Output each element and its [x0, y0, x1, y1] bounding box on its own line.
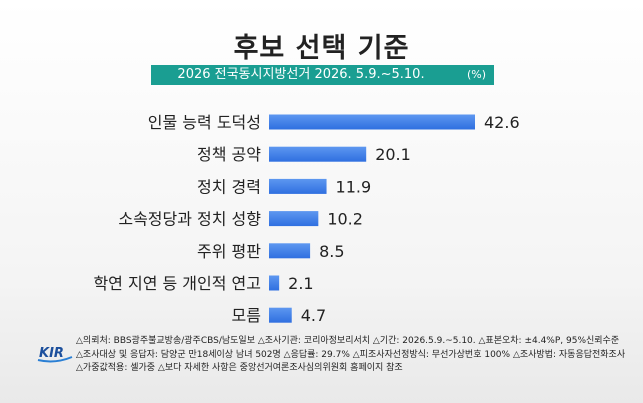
category-label: 모름 [232, 306, 261, 325]
value-label: 2.1 [288, 274, 313, 293]
survey-note-line: △의뢰처: BBS광주불교방송/광주CBS/남도일보 △조사기관: 코리아정보리… [76, 336, 620, 346]
value-label: 11.9 [336, 177, 372, 196]
bar [269, 146, 367, 162]
category-label: 학연 지연 등 개인적 연고 [93, 274, 261, 293]
survey-notes: △의뢰처: BBS광주불교방송/광주CBS/남도일보 △조사기관: 코리아정보리… [76, 335, 625, 376]
category-label: 인물 능력 도덕성 [148, 113, 261, 132]
category-label: 정책 공약 [197, 145, 261, 164]
bar [269, 243, 311, 259]
bar [269, 178, 327, 194]
bar-chart: 인물 능력 도덕성 42.6 정책 공약 20.1 정치 경력 11.9 소속정당과 정치 … [93, 113, 520, 325]
category-label: 소속정당과 정치 성향 [118, 210, 261, 229]
chart-title: 후보 선택 기준 [233, 33, 410, 64]
survey-note-line: △가중값적용: 셀가중 △보다 자세한 사항은 중앙선거여론조사심의위원회 홈페… [76, 363, 403, 373]
bar [269, 275, 280, 291]
subtitle-bar: 2026 전국동시지방선거 2026. 5.9.~5.10. (%) [151, 65, 494, 85]
kir-logo: KIR [37, 346, 73, 363]
bar [269, 307, 292, 323]
value-label: 10.2 [327, 210, 363, 229]
survey-note-line: △조사대상 및 응답자: 담양군 만18세이상 남녀 502명 △응답률: 29… [76, 349, 626, 360]
logo-text: KIR [39, 346, 64, 361]
bar [269, 114, 475, 130]
value-label: 20.1 [375, 145, 411, 164]
unit-label: (%) [466, 68, 486, 81]
category-label: 주위 평판 [197, 242, 261, 261]
footer: KIR △의뢰처: BBS광주불교방송/광주CBS/남도일보 △조사기관: 코리… [0, 332, 643, 403]
bar [269, 211, 319, 227]
category-label: 정치 경력 [197, 177, 261, 196]
value-label: 4.7 [301, 306, 326, 325]
value-label: 8.5 [319, 242, 344, 261]
subtitle-text: 2026 전국동시지방선거 2026. 5.9.~5.10. [177, 67, 425, 82]
value-label: 42.6 [484, 113, 520, 132]
